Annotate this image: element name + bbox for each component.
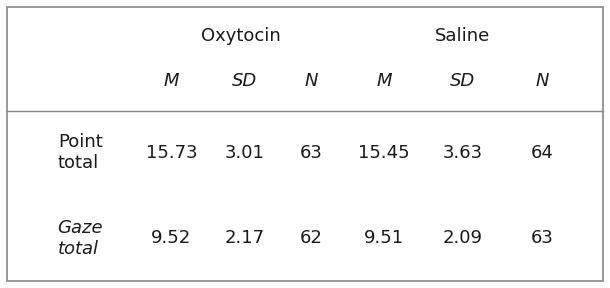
Text: SD: SD bbox=[232, 72, 257, 90]
Text: N: N bbox=[304, 72, 318, 90]
Text: 63: 63 bbox=[530, 229, 553, 247]
Text: 15.45: 15.45 bbox=[358, 143, 410, 162]
Text: N: N bbox=[535, 72, 548, 90]
Text: M: M bbox=[163, 72, 179, 90]
Text: 3.63: 3.63 bbox=[443, 143, 483, 162]
Text: 64: 64 bbox=[530, 143, 553, 162]
Text: 63: 63 bbox=[300, 143, 323, 162]
Text: M: M bbox=[376, 72, 392, 90]
Text: Saline: Saline bbox=[436, 26, 490, 45]
Text: 2.17: 2.17 bbox=[224, 229, 264, 247]
Text: 2.09: 2.09 bbox=[443, 229, 483, 247]
Text: SD: SD bbox=[450, 72, 476, 90]
Text: 62: 62 bbox=[300, 229, 323, 247]
Text: 15.73: 15.73 bbox=[146, 143, 197, 162]
Text: Gaze
total: Gaze total bbox=[57, 219, 103, 257]
Text: 9.52: 9.52 bbox=[151, 229, 192, 247]
Text: 9.51: 9.51 bbox=[364, 229, 404, 247]
Text: Point
total: Point total bbox=[58, 133, 102, 172]
Text: Oxytocin: Oxytocin bbox=[201, 26, 281, 45]
Text: 3.01: 3.01 bbox=[224, 143, 264, 162]
